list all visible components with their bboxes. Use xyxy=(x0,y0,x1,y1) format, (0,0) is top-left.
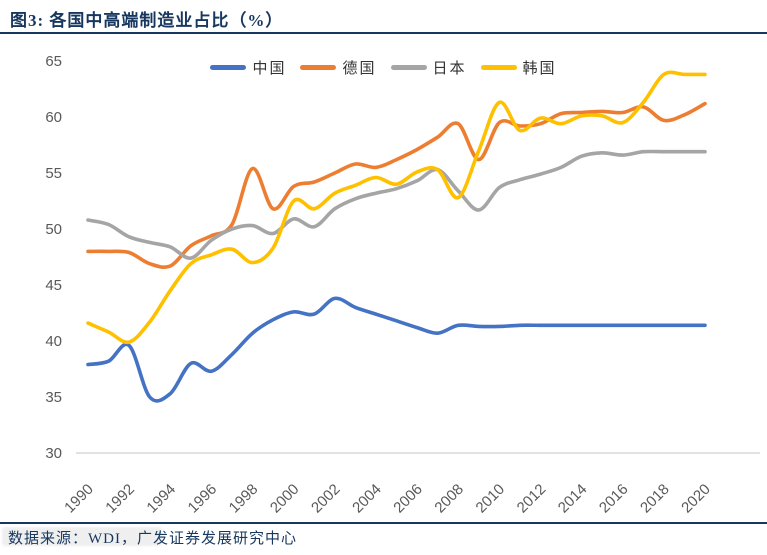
data-source: 数据来源：WDI，广发证券发展研究中心 xyxy=(8,531,297,547)
legend-item-china: 中国 xyxy=(210,57,286,78)
x-tick-label: 2016 xyxy=(596,481,632,517)
legend-label-germany: 德国 xyxy=(342,61,377,77)
x-tick-label: 2008 xyxy=(431,481,467,517)
x-tick-label: 2010 xyxy=(473,481,509,517)
x-tick-label: 1992 xyxy=(102,481,138,517)
legend-label-china: 中国 xyxy=(252,61,287,77)
title-divider xyxy=(0,32,767,34)
x-tick-label: 2006 xyxy=(390,481,426,517)
x-tick-label: 1998 xyxy=(226,481,262,517)
footer-divider xyxy=(0,522,767,524)
legend-swatch-china xyxy=(210,65,247,70)
legend-label-korea: 韩国 xyxy=(522,61,557,77)
y-tick-label: 65 xyxy=(45,53,62,70)
legend-item-germany: 德国 xyxy=(300,57,376,78)
y-tick-label: 40 xyxy=(45,333,62,350)
y-tick-label: 50 xyxy=(45,221,62,238)
chart-line-germany xyxy=(86,101,707,269)
chart-line-china xyxy=(86,296,707,403)
legend-item-japan: 日本 xyxy=(390,57,467,78)
x-tick-label: 2012 xyxy=(514,481,550,517)
y-tick-label: 30 xyxy=(45,445,62,462)
x-tick-label: 1996 xyxy=(185,481,221,517)
x-tick-label: 2002 xyxy=(308,481,344,517)
x-tick-label: 2004 xyxy=(349,481,385,517)
legend-swatch-japan xyxy=(390,65,427,70)
chart-line-korea xyxy=(86,70,707,345)
legend-swatch-germany xyxy=(300,65,337,70)
chart-title: 图3: 各国中高端制造业占比（%） xyxy=(10,11,284,30)
x-tick-label: 2000 xyxy=(267,481,303,517)
x-tick-label: 1990 xyxy=(61,481,97,517)
x-tick-label: 2020 xyxy=(678,481,714,517)
x-tick-label: 2018 xyxy=(637,481,673,517)
chart-line-japan xyxy=(86,149,707,260)
y-tick-label: 60 xyxy=(45,109,62,126)
legend-item-korea: 韩国 xyxy=(480,57,557,78)
y-tick-label: 35 xyxy=(45,389,62,406)
y-tick-label: 45 xyxy=(45,277,62,294)
legend-label-japan: 日本 xyxy=(432,61,467,77)
x-tick-label: 2014 xyxy=(555,481,591,517)
y-tick-label: 55 xyxy=(45,165,62,182)
watermark xyxy=(2,527,162,546)
chart-legend: 中国 德国 日本 韩国 xyxy=(0,57,767,78)
x-tick-label: 1994 xyxy=(143,481,179,517)
legend-swatch-korea xyxy=(480,65,517,70)
